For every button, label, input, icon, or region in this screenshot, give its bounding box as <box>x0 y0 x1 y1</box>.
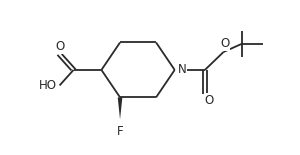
Polygon shape <box>118 97 122 120</box>
Text: O: O <box>55 40 64 53</box>
Text: O: O <box>220 37 229 50</box>
Text: O: O <box>205 94 214 107</box>
Text: N: N <box>178 63 186 76</box>
Text: F: F <box>117 125 123 138</box>
Text: HO: HO <box>39 79 57 92</box>
